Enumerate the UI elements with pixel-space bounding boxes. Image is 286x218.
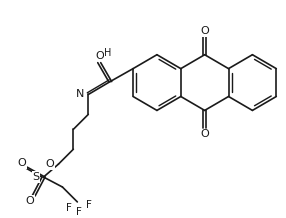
Text: O: O [200, 26, 209, 36]
Text: H: H [104, 48, 112, 58]
Text: S: S [32, 172, 39, 182]
Text: O: O [200, 129, 209, 139]
Text: F: F [76, 207, 82, 217]
Text: F: F [66, 203, 72, 213]
Text: O: O [17, 158, 26, 168]
Text: O: O [46, 159, 54, 169]
Text: F: F [86, 200, 92, 210]
Text: O: O [25, 196, 34, 206]
Text: N: N [76, 90, 84, 99]
Text: O: O [96, 51, 105, 61]
